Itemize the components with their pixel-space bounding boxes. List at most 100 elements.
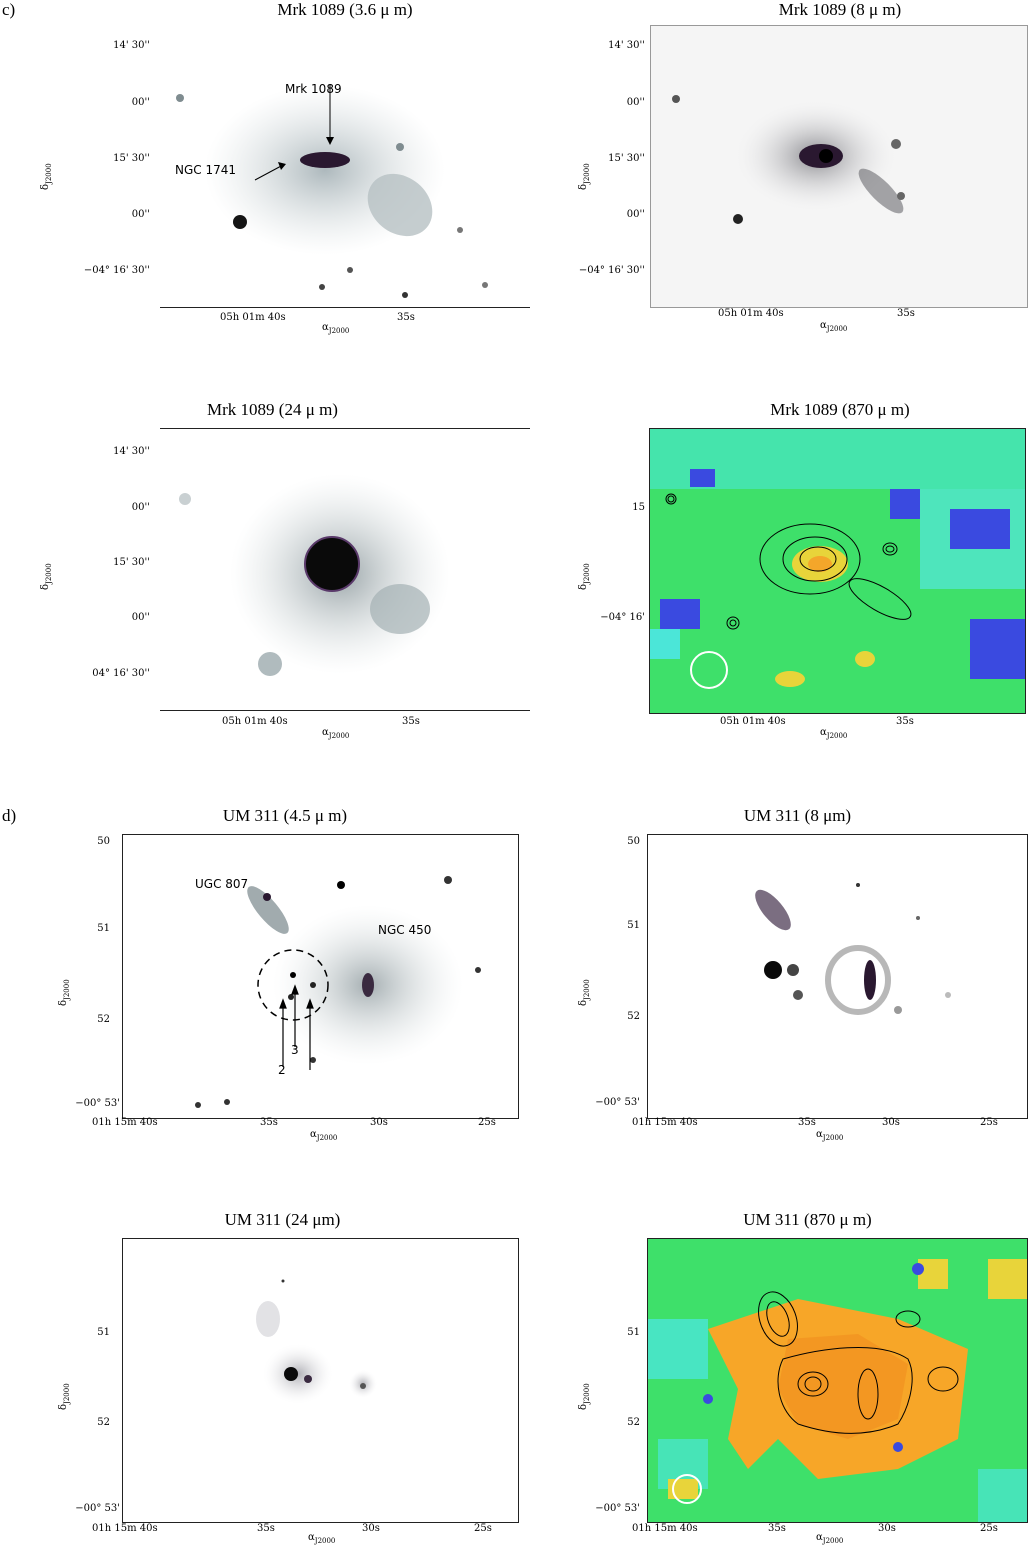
panel-mrk1089-3p6: Mrk 1089 (3.6 μ m): [0, 0, 540, 340]
panel-title: UM 311 (24 μm): [224, 1210, 341, 1229]
xtick-1: 05h 01m 40s: [222, 716, 288, 727]
x-axis-title: αJ2000: [816, 1129, 844, 1142]
x-axis-title: αJ2000: [322, 727, 350, 740]
x-axis-title: αJ2000: [820, 320, 848, 333]
ytick-1: 50: [627, 836, 640, 847]
xtick-1: 01h 15m 40s: [632, 1117, 698, 1128]
xtick-2: 35s: [897, 308, 915, 319]
ytick-2: 00'': [131, 502, 150, 513]
image-frame: [650, 25, 1028, 308]
ytick-2: 51: [97, 923, 110, 934]
annotation-ngc1741: NGC 1741: [175, 163, 237, 177]
panel-title: UM 311 (8 μm): [743, 806, 852, 825]
panel-title: Mrk 1089 (24 μ m): [207, 400, 338, 419]
xtick-3: 30s: [882, 1117, 900, 1128]
ytick-5: 04° 16' 30'': [92, 668, 150, 679]
x-axis-title: αJ2000: [310, 1129, 338, 1142]
annotation-mrk1089: Mrk 1089: [285, 82, 342, 96]
ytick-2: −04° 16': [600, 612, 645, 623]
panel-title: Mrk 1089 (3.6 μ m): [277, 0, 413, 19]
xtick-2: 35s: [798, 1117, 816, 1128]
ytick-2: 51: [627, 920, 640, 931]
image-frame: [122, 1238, 519, 1523]
image-frame: [647, 1238, 1028, 1523]
ytick-4: 00'': [131, 209, 150, 220]
xtick-1: 05h 01m 40s: [720, 716, 786, 727]
ytick-1: 51: [627, 1327, 640, 1338]
xtick-2: 35s: [397, 312, 415, 323]
xtick-3: 30s: [370, 1117, 388, 1128]
y-axis-title: δJ2000: [40, 563, 53, 590]
y-axis-title: δJ2000: [58, 1383, 71, 1410]
section-label-c: c): [2, 0, 16, 19]
xtick-2: 35s: [896, 716, 914, 727]
ytick-3: −00° 53': [595, 1503, 640, 1514]
ytick-4: −00° 53': [75, 1098, 120, 1109]
panel-mrk1089-24: Mrk 1089 (24 μ m) 14' 30'' 00'' 15' 30''…: [0, 400, 540, 750]
annotation-ngc450: NGC 450: [378, 923, 432, 937]
x-axis-title: αJ2000: [322, 322, 350, 335]
y-axis-title: δJ2000: [40, 163, 53, 190]
xtick-4: 25s: [474, 1523, 492, 1534]
xtick-3: 30s: [362, 1523, 380, 1534]
xtick-1: 01h 15m 40s: [92, 1523, 158, 1534]
infrared-image: [160, 25, 530, 307]
panel-um311-870: UM 311 (870 μ m): [540, 1210, 1034, 1547]
annotation-3: 3: [291, 1043, 299, 1057]
ytick-1: 14' 30'': [113, 40, 150, 51]
panel-title: Mrk 1089 (870 μ m): [770, 400, 910, 419]
image-frame: UGC 807 NGC 450 2 3: [122, 834, 519, 1119]
xtick-1: 05h 01m 40s: [220, 312, 286, 323]
ytick-3: −00° 53': [75, 1503, 120, 1514]
ytick-4: 00'': [626, 209, 645, 220]
panel-mrk1089-8: Mrk 1089 (8 μ m) 14' 30'' 00'' 15' 30'' …: [540, 0, 1034, 340]
xtick-4: 25s: [980, 1117, 998, 1128]
xtick-1: 01h 15m 40s: [632, 1523, 698, 1534]
xtick-3: 30s: [878, 1523, 896, 1534]
panel-um311-8: UM 311 (8 μm) 50 51 52 −00° 53' 01h 15m …: [540, 806, 1034, 1146]
ytick-1: 50: [97, 836, 110, 847]
annotation-2: 2: [278, 1063, 286, 1077]
panel-title: UM 311 (4.5 μ m): [222, 806, 348, 825]
ytick-3: 15' 30'': [113, 153, 150, 164]
ytick-1: 14' 30'': [608, 40, 645, 51]
ytick-3: 52: [97, 1014, 110, 1025]
panel-title: UM 311 (870 μ m): [743, 1210, 872, 1229]
xtick-2: 35s: [768, 1523, 786, 1534]
xtick-4: 25s: [478, 1117, 496, 1128]
ytick-3: 15' 30'': [608, 153, 645, 164]
submm-map: [650, 429, 1025, 713]
ytick-1: 51: [97, 1327, 110, 1338]
ytick-1: 14' 30'': [113, 446, 150, 457]
image-frame: [647, 834, 1028, 1119]
ytick-2: 00'': [626, 97, 645, 108]
infrared-image: [651, 26, 1027, 307]
infrared-image: [123, 835, 518, 1118]
y-axis-title: δJ2000: [578, 979, 591, 1006]
ytick-4: 00'': [131, 612, 150, 623]
panel-um311-4p5: UM 311 (4.5 μ m): [0, 806, 540, 1146]
infrared-image: [160, 429, 530, 710]
xtick-2: 35s: [257, 1523, 275, 1534]
ytick-2: 52: [97, 1417, 110, 1428]
x-axis-title: αJ2000: [816, 1532, 844, 1545]
panel-title: Mrk 1089 (8 μ m): [778, 0, 902, 19]
image-frame: [160, 428, 530, 711]
ytick-4: −00° 53': [595, 1097, 640, 1108]
panel-mrk1089-870: Mrk 1089 (870 μ m): [540, 400, 1034, 750]
submm-map: [648, 1239, 1027, 1522]
image-frame: Mrk 1089 NGC 1741: [160, 25, 530, 308]
ytick-5: −04° 16' 30'': [578, 265, 645, 276]
xtick-2: 35s: [260, 1117, 278, 1128]
y-axis-title: δJ2000: [578, 563, 591, 590]
xtick-2: 35s: [402, 716, 420, 727]
ytick-2: 52: [627, 1417, 640, 1428]
annotation-ugc807: UGC 807: [195, 877, 249, 891]
section-label-d: d): [2, 806, 17, 825]
y-axis-title: δJ2000: [578, 163, 591, 190]
y-axis-title: δJ2000: [58, 979, 71, 1006]
x-axis-title: αJ2000: [308, 1532, 336, 1545]
ytick-3: 52: [627, 1011, 640, 1022]
ytick-5: −04° 16' 30'': [83, 265, 150, 276]
infrared-image: [123, 1239, 518, 1522]
